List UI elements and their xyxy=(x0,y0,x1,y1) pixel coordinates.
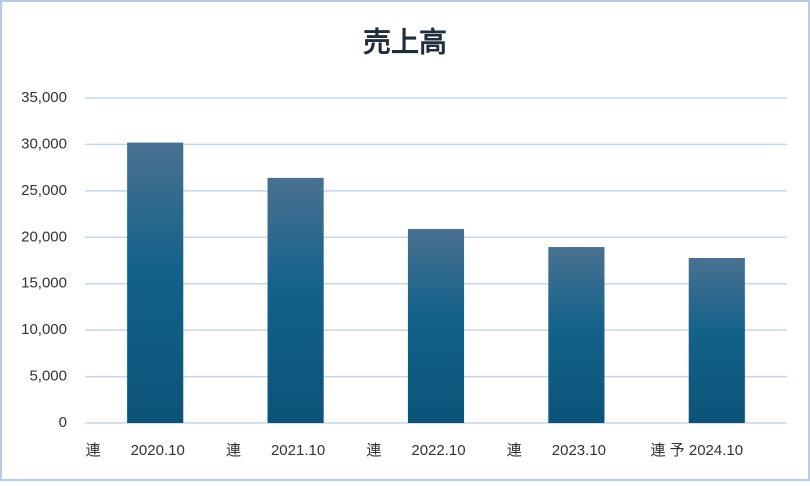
bar xyxy=(407,228,465,423)
x-tick-label: 連 予 2024.10 xyxy=(651,442,744,459)
x-tick-label: 連 2022.10 xyxy=(366,442,465,459)
bar xyxy=(127,142,184,424)
chart-title: 売上高 xyxy=(363,26,447,57)
y-tick-label: 35,000 xyxy=(21,89,67,106)
y-tick-label: 25,000 xyxy=(21,182,67,199)
x-tick-label: 連 2023.10 xyxy=(507,442,606,459)
bar xyxy=(267,177,324,423)
y-tick-label: 20,000 xyxy=(21,228,67,245)
y-tick-label: 5,000 xyxy=(29,368,67,385)
bar xyxy=(688,257,745,423)
y-tick-label: 30,000 xyxy=(21,135,67,152)
x-tick-label: 連 2021.10 xyxy=(226,442,325,459)
y-tick-label: 15,000 xyxy=(21,275,67,292)
y-tick-label: 10,000 xyxy=(21,321,67,338)
x-tick-label: 連 2020.10 xyxy=(86,442,185,459)
bar xyxy=(548,247,605,423)
y-tick-label: 0 xyxy=(59,414,67,431)
